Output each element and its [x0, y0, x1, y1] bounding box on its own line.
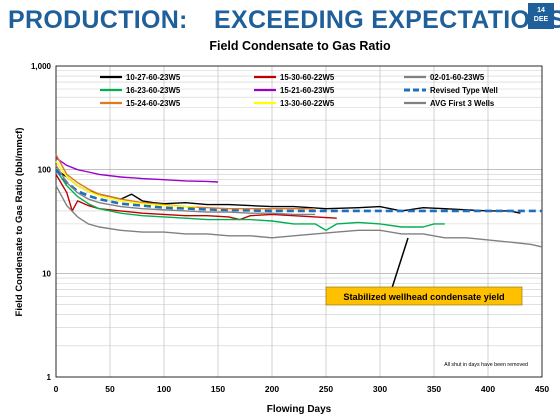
y-tick-label: 10	[42, 269, 51, 278]
x-tick-label: 250	[319, 384, 333, 394]
legend-label: 15-21-60-23W5	[280, 86, 335, 95]
x-tick-label: 50	[105, 384, 115, 394]
slide-title-right: EXCEEDING EXPECTATIONS	[214, 6, 560, 34]
legend-label: 15-24-60-23W5	[126, 99, 181, 108]
x-tick-label: 450	[535, 384, 549, 394]
x-tick-label: 350	[427, 384, 441, 394]
slide-number: 14	[537, 7, 545, 14]
legend-label: 02-01-60-23W5	[430, 73, 485, 82]
legend-label: 10-27-60-23W5	[126, 73, 181, 82]
series-line	[55, 168, 542, 213]
legend-label: 16-23-60-23W5	[126, 86, 181, 95]
series-line	[55, 161, 197, 208]
slide-number-badge: 14 DEE	[528, 3, 554, 29]
callout-box	[325, 286, 523, 306]
y-axis-label: Field Condensate to Gas Ratio (bbl/mmcf)	[14, 128, 25, 317]
series-line	[55, 185, 543, 248]
series-line	[55, 154, 316, 210]
plot-frame	[55, 65, 543, 378]
tick-layer: 0 50 100 150 200 250 300 350 400 450 1 10 100 1,000	[31, 62, 549, 394]
x-axis-label: Flowing Days	[267, 404, 332, 415]
series-layer	[55, 154, 543, 248]
legend: 10-27-60-23W5 15-30-60-22W5 02-01-60-23W5 1…	[100, 73, 498, 108]
series-line	[55, 174, 337, 221]
x-tick-label: 0	[54, 384, 59, 394]
y-tick-label: 1	[47, 373, 52, 382]
callout-pointer	[391, 237, 409, 289]
y-tick-label: 1,000	[31, 62, 52, 71]
series-line	[55, 169, 445, 231]
slide-title: PRODUCTION: EXCEEDING EXPECTATIONS	[4, 4, 560, 38]
legend-label: 15-30-60-22W5	[280, 73, 335, 82]
series-line	[55, 157, 219, 183]
series-line	[55, 165, 316, 216]
chart-title: Field Condensate to Gas Ratio	[209, 39, 391, 53]
callout-text: Stabilized wellhead condensate yield	[343, 292, 504, 302]
x-tick-label: 100	[157, 384, 171, 394]
x-tick-label: 400	[481, 384, 495, 394]
grid-layer	[55, 65, 543, 378]
shut-in-note: All shut in days have been removed	[444, 362, 528, 368]
x-tick-label: 150	[211, 384, 225, 394]
legend-label: 13-30-60-22W5	[280, 99, 335, 108]
y-tick-label: 100	[38, 166, 52, 175]
legend-label: AVG First 3 Wells	[430, 99, 495, 108]
slide-code: DEE	[533, 16, 549, 23]
legend-label: Revised Type Well	[430, 86, 498, 95]
slide-title-left: PRODUCTION:	[8, 6, 188, 34]
x-tick-label: 200	[265, 384, 279, 394]
x-tick-label: 300	[373, 384, 387, 394]
